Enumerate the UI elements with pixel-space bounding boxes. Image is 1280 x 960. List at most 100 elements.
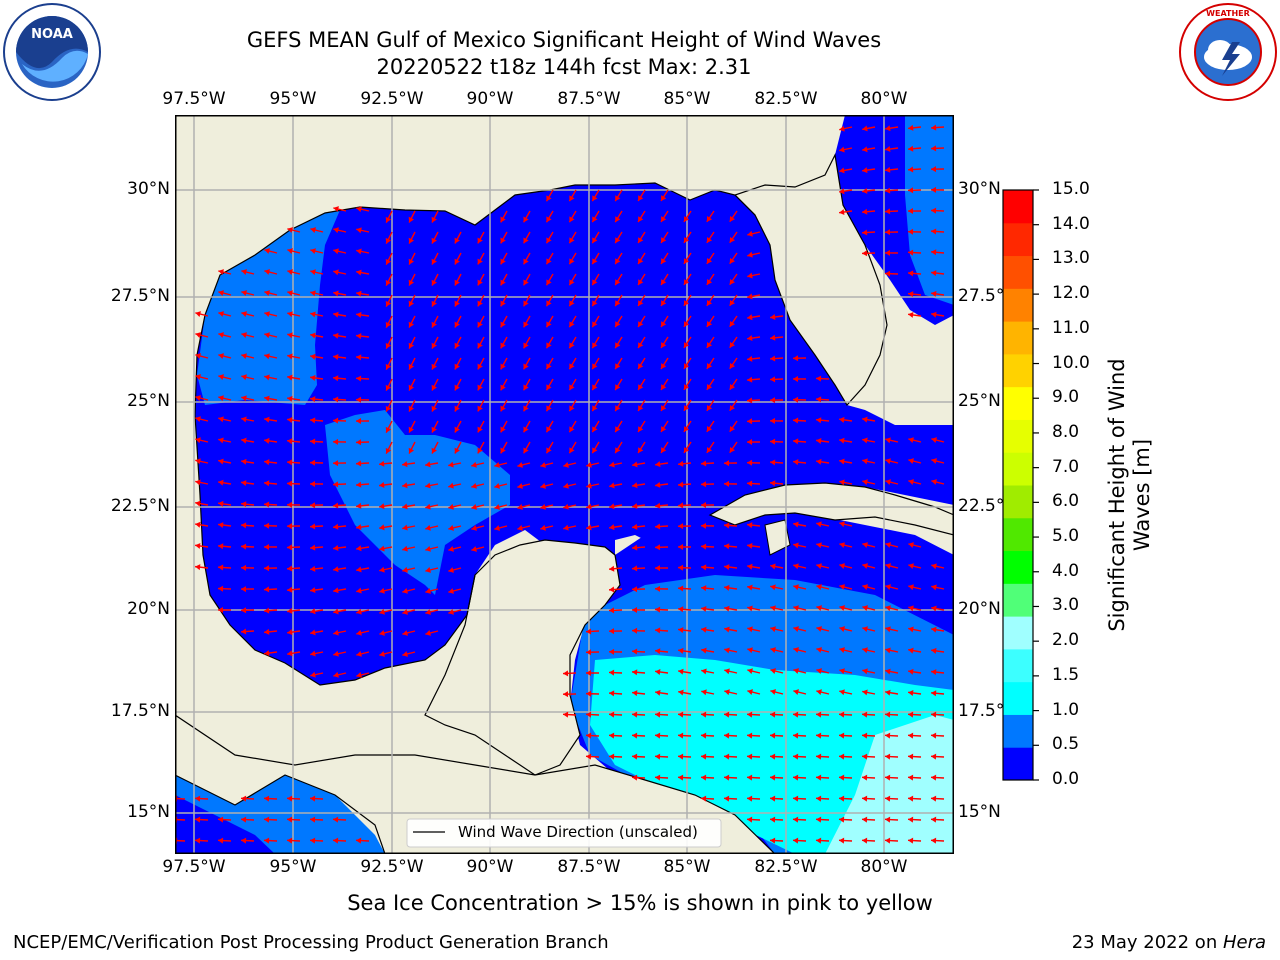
wind-arrow <box>862 584 876 590</box>
wind-arrow <box>862 437 876 444</box>
wind-arrow <box>683 441 692 454</box>
wind-arrow <box>660 315 669 328</box>
wind-arrow <box>240 816 255 823</box>
wind-arrow <box>287 353 301 360</box>
wind-arrow <box>747 335 761 342</box>
wind-arrow <box>608 586 623 593</box>
wind-arrow <box>654 774 669 781</box>
lon-tick-top: 87.5°W <box>557 89 621 109</box>
wind-arrow <box>884 187 899 194</box>
wind-arrow <box>885 458 899 465</box>
wind-arrow <box>310 608 324 615</box>
lat-tick-left: 22.5°N <box>110 496 170 516</box>
wind-arrow <box>609 524 623 531</box>
wind-arrow <box>385 378 393 391</box>
wind-arrow <box>568 420 577 433</box>
wind-arrow <box>678 689 692 696</box>
mexico-coastline <box>194 354 476 686</box>
wind-arrow <box>425 545 439 552</box>
wind-arrow <box>729 336 738 349</box>
wind-arrow <box>632 461 646 468</box>
wind-arrow <box>218 353 232 359</box>
wind-arrow <box>839 125 853 132</box>
wind-arrow <box>706 399 715 412</box>
wind-arrow <box>770 689 784 695</box>
wind-arrow <box>930 753 945 760</box>
lon-tick-bottom: 92.5°W <box>360 857 424 877</box>
wind-arrow <box>545 357 554 370</box>
wind-arrow <box>477 231 485 244</box>
wind-arrow <box>724 689 738 696</box>
wind-arrow <box>815 816 830 823</box>
wind-arrow <box>706 315 715 328</box>
wind-arrow <box>769 459 784 466</box>
colorbar-tick-label: 1.0 <box>1052 699 1080 720</box>
wind-arrow <box>402 609 416 615</box>
wind-arrow <box>839 668 853 675</box>
wind-arrow <box>683 294 692 307</box>
wind-arrow <box>263 816 278 823</box>
wind-arrow <box>908 542 922 548</box>
wind-arrow <box>471 482 485 489</box>
wind-arrow <box>678 647 692 654</box>
wind-arrow <box>614 378 623 391</box>
wind-arrow <box>769 480 784 487</box>
wind-arrow <box>500 441 508 454</box>
colorbar-tick-label: 9.0 <box>1052 387 1080 408</box>
wind-arrow <box>654 585 669 592</box>
wind-arrow <box>477 294 485 307</box>
map-frame <box>175 115 954 854</box>
wind-arrow <box>724 564 738 571</box>
wind-arrow <box>660 273 669 286</box>
wind-arrow <box>746 816 761 823</box>
wind-arrow <box>608 565 623 572</box>
wind-arrow <box>614 273 623 286</box>
wind-arrow <box>884 270 899 277</box>
wind-arrow <box>677 481 692 488</box>
wind-arrow <box>333 671 347 678</box>
wind-arrow <box>591 420 600 433</box>
wind-arrow <box>930 837 945 844</box>
colorbar-segment <box>1003 517 1033 552</box>
wind-arrow <box>333 227 347 234</box>
wind-arrow <box>287 227 301 233</box>
lon-tick-top: 90°W <box>466 89 514 109</box>
wind-arrow <box>241 480 255 486</box>
colorbar-segment <box>1003 321 1033 355</box>
wind-arrow <box>309 438 324 445</box>
wind-arrow <box>746 459 761 466</box>
wind-arrow <box>792 438 807 445</box>
wind-arrow <box>608 628 623 635</box>
wind-arrow <box>839 437 853 444</box>
wind-arrow <box>769 334 784 341</box>
wind-arrow <box>930 732 945 739</box>
wind-arrow <box>862 689 876 696</box>
wind-arrow <box>240 501 255 508</box>
wind-arrow <box>355 354 370 361</box>
wind-arrow <box>614 315 623 328</box>
florida-land <box>733 153 888 407</box>
wind-arrow <box>355 418 370 425</box>
wind-arrow <box>816 605 830 611</box>
wind-arrow <box>309 837 324 844</box>
wind-arrow <box>218 458 232 465</box>
wind-arrow <box>385 399 393 412</box>
wind-arrow <box>310 290 324 297</box>
wind-arrow <box>591 336 600 349</box>
wind-arrow <box>425 482 439 489</box>
wind-arrow <box>263 565 278 572</box>
wind-arrow <box>355 837 370 844</box>
wind-arrow <box>746 774 761 781</box>
wind-arrow <box>770 563 784 570</box>
wind-arrow <box>815 774 830 781</box>
wind-arrow <box>723 753 738 760</box>
wind-arrow <box>591 231 600 244</box>
colorbar-tick-label: 7.0 <box>1052 456 1080 477</box>
wind-arrow <box>614 252 623 265</box>
wind-arrow <box>523 273 531 286</box>
sea-ice-note: Sea Ice Concentration > 15% is shown in … <box>347 891 933 915</box>
wind-arrow <box>701 626 715 633</box>
wind-arrow <box>586 461 600 468</box>
wind-arrow <box>729 231 738 244</box>
wind-arrow <box>264 437 278 444</box>
